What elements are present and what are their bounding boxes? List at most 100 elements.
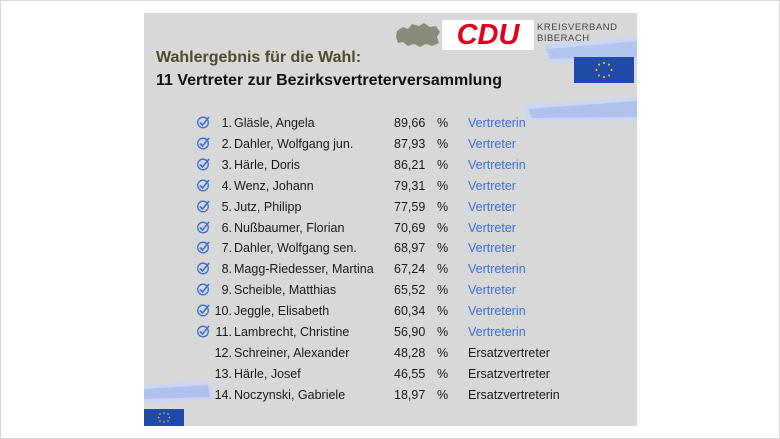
percent-sign: % <box>437 262 449 277</box>
candidate-role: Vertreterin <box>468 116 526 130</box>
title-line1: Wahlergebnis für die Wahl: <box>156 49 362 66</box>
check-icon <box>197 241 210 254</box>
ribbon-decoration-bottom <box>144 381 214 403</box>
percent-sign: % <box>437 241 449 256</box>
candidate-role: Vertreterin <box>468 304 526 319</box>
candidate-role: Ersatzvertreter <box>468 366 550 381</box>
candidate-name: Schreiner, Alexander <box>234 345 350 360</box>
rank-number: 9. <box>221 283 232 298</box>
percent-sign: % <box>437 304 449 319</box>
list-item: 6. Nußbaumer, Florian 70,69% Vertreter <box>144 218 637 239</box>
vote-percent: 70,69 <box>394 220 426 235</box>
rank-number: 4. <box>221 178 232 193</box>
check-icon <box>197 220 210 233</box>
percent-sign: % <box>437 199 449 214</box>
ribbon-decoration-top <box>524 37 637 121</box>
list-item: 1. Gläsle, Angela 89,66% Vertreterin <box>144 113 637 134</box>
candidate-role: Ersatzvertreterin <box>468 387 560 402</box>
rank-number: 2. <box>221 136 232 151</box>
check-icon <box>197 325 210 338</box>
candidate-name: Gläsle, Angela <box>234 116 315 130</box>
candidate-role: Vertreter <box>468 241 516 256</box>
vote-percent: 48,28 <box>394 345 426 360</box>
candidate-name: Wenz, Johann <box>234 178 314 193</box>
check-icon <box>197 116 210 129</box>
kreisverband-label: KREISVERBAND BIBERACH <box>537 22 617 44</box>
rank-number: 13. <box>214 366 232 381</box>
candidate-role: Vertreterin <box>468 325 526 339</box>
list-item: 9. Scheible, Matthias 65,52% Vertreter <box>144 280 637 301</box>
vote-percent: 68,97 <box>394 241 426 256</box>
list-item: 14. Noczynski, Gabriele 18,97% Ersatzvertre… <box>144 385 637 406</box>
vote-percent: 86,21 <box>394 157 426 172</box>
candidate-role: Vertreterin <box>468 262 526 277</box>
check-icon <box>197 137 210 150</box>
rank-number: 7. <box>221 241 232 256</box>
candidate-role: Vertreter <box>468 220 516 235</box>
candidate-name: Magg-Riedesser, Martina <box>234 262 374 277</box>
candidate-name: Noczynski, Gabriele <box>234 387 346 402</box>
check-icon <box>197 262 210 275</box>
list-item: 3. Härle, Doris 86,21% Vertreterin <box>144 155 637 176</box>
percent-sign: % <box>437 387 449 402</box>
list-item: 13. Härle, Josef 46,55% Ersatzvertreter <box>144 364 637 385</box>
list-item: 11. Lambrecht, Christine 56,90% Vertreterin <box>144 322 637 343</box>
percent-sign: % <box>437 136 449 151</box>
candidate-role: Ersatzvertreter <box>468 345 550 360</box>
list-item: 5. Jutz, Philipp 77,59% Vertreter <box>144 197 637 218</box>
percent-sign: % <box>437 345 449 360</box>
result-card: CDU KREISVERBAND BIBERACH Wahlergebnis f… <box>144 13 637 426</box>
district-map-icon <box>396 23 440 47</box>
candidate-name: Nußbaumer, Florian <box>234 220 345 235</box>
kreisverband-line1: KREISVERBAND <box>537 22 618 33</box>
percent-sign: % <box>437 220 449 235</box>
vote-percent: 79,31 <box>394 178 426 193</box>
vote-percent: 56,90 <box>394 325 426 339</box>
check-icon <box>197 304 210 317</box>
rank-number: 11. <box>215 325 232 339</box>
list-item: 4. Wenz, Johann 79,31% Vertreter <box>144 176 637 197</box>
list-item: 7. Dahler, Wolfgang sen. 68,97% Vertreter <box>144 238 637 259</box>
cdu-logo-text: CDU <box>456 19 520 51</box>
rank-number: 14. <box>214 387 232 402</box>
candidate-role: Vertreter <box>468 199 516 214</box>
percent-sign: % <box>437 283 449 298</box>
percent-sign: % <box>437 178 449 193</box>
list-item: 10. Jeggle, Elisabeth 60,34% Vertreterin <box>144 301 637 322</box>
rank-number: 5. <box>221 199 232 214</box>
percent-sign: % <box>437 116 449 130</box>
title-line2: 11 Vertreter zur Bezirksvertreterversamm… <box>156 72 502 89</box>
percent-sign: % <box>437 366 449 381</box>
candidate-name: Härle, Josef <box>234 366 301 381</box>
vote-percent: 87,93 <box>394 136 426 151</box>
vote-percent: 60,34 <box>394 304 426 319</box>
vote-percent: 67,24 <box>394 262 426 277</box>
rank-number: 8. <box>221 262 232 277</box>
eu-flag-icon <box>144 409 184 426</box>
rank-number: 3. <box>221 157 232 172</box>
candidate-name: Scheible, Matthias <box>234 283 337 298</box>
kreisverband-line2: BIBERACH <box>537 33 590 44</box>
list-item: 12. Schreiner, Alexander 48,28% Ersatzvertr… <box>144 343 637 364</box>
eu-flag-icon <box>574 57 634 83</box>
candidate-role: Vertreter <box>468 283 516 298</box>
candidate-name: Dahler, Wolfgang jun. <box>234 136 354 151</box>
candidate-name: Härle, Doris <box>234 157 300 172</box>
check-icon <box>197 179 210 192</box>
candidate-name: Dahler, Wolfgang sen. <box>234 241 357 256</box>
vote-percent: 77,59 <box>394 199 426 214</box>
candidate-name: Jeggle, Elisabeth <box>234 304 330 319</box>
rank-number: 12. <box>214 345 232 360</box>
vote-percent: 46,55 <box>394 366 426 381</box>
candidate-role: Vertreterin <box>468 157 526 172</box>
candidate-name: Lambrecht, Christine <box>234 325 350 339</box>
candidate-role: Vertreter <box>468 178 516 193</box>
vote-percent: 65,52 <box>394 283 426 298</box>
vote-percent: 89,66 <box>394 116 426 130</box>
percent-sign: % <box>437 157 449 172</box>
check-icon <box>197 158 210 171</box>
list-item: 8. Magg-Riedesser, Martina 67,24% Vertreter… <box>144 259 637 280</box>
check-icon <box>197 200 210 213</box>
candidate-name: Jutz, Philipp <box>234 199 302 214</box>
rank-number: 1. <box>221 116 232 130</box>
